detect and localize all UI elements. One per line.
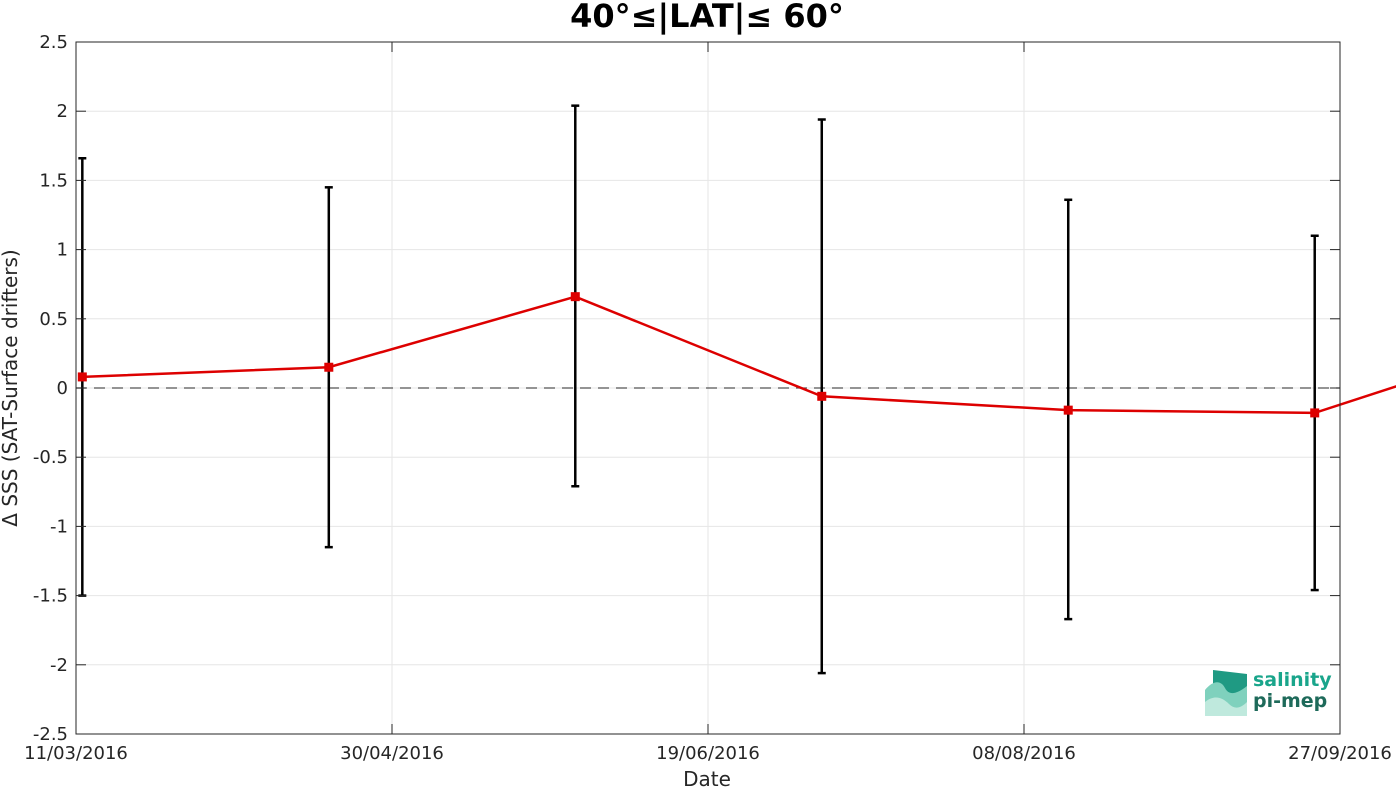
- y-tick-label: 1.5: [39, 170, 68, 191]
- x-tick-label: 08/08/2016: [972, 743, 1076, 764]
- y-tick-label: 0: [57, 378, 68, 399]
- y-tick-labels: -2.5 -2 -1.5 -1 -0.5 0 0.5 1 1.5 2 2.5: [33, 32, 68, 745]
- series-line: [82, 295, 1396, 415]
- y-tick-label: -2.5: [33, 724, 68, 745]
- y-tick-label: -1.5: [33, 586, 68, 607]
- y-tick-label: -1: [50, 516, 68, 537]
- y-axis-label: Δ SSS (SAT-Surface drifters): [0, 249, 22, 526]
- logo-line1: salinity: [1253, 669, 1332, 691]
- x-axis-label: Date: [683, 767, 731, 788]
- salinity-logo-icon: [1205, 670, 1247, 716]
- tick-marks: [75, 41, 1341, 735]
- y-tick-label: 0.5: [39, 309, 68, 330]
- logo-line2: pi-mep: [1253, 690, 1327, 712]
- x-tick-label: 30/04/2016: [340, 743, 444, 764]
- data-point: [1310, 408, 1320, 418]
- data-point: [324, 362, 334, 372]
- y-tick-label: 2: [57, 101, 68, 122]
- data-point: [77, 372, 87, 382]
- x-tick-label: 19/06/2016: [656, 743, 760, 764]
- series-markers: [77, 292, 1320, 418]
- data-point: [570, 292, 580, 302]
- x-tick-label: 27/09/2016: [1288, 743, 1392, 764]
- data-point: [817, 391, 827, 401]
- logo: salinity pi-mep: [1205, 669, 1332, 716]
- y-tick-label: 2.5: [39, 32, 68, 53]
- error-bars: [78, 104, 1319, 675]
- chart-title: 40°≤|LAT|≤ 60°: [570, 0, 844, 36]
- x-tick-labels: 11/03/2016 30/04/2016 19/06/2016 08/08/2016…: [24, 743, 1392, 764]
- y-tick-label: -2: [50, 655, 68, 676]
- x-tick-label: 11/03/2016: [24, 743, 128, 764]
- data-point: [1063, 405, 1073, 415]
- series-polyline: [82, 295, 1396, 415]
- y-tick-label: -0.5: [33, 447, 68, 468]
- y-tick-label: 1: [57, 240, 68, 261]
